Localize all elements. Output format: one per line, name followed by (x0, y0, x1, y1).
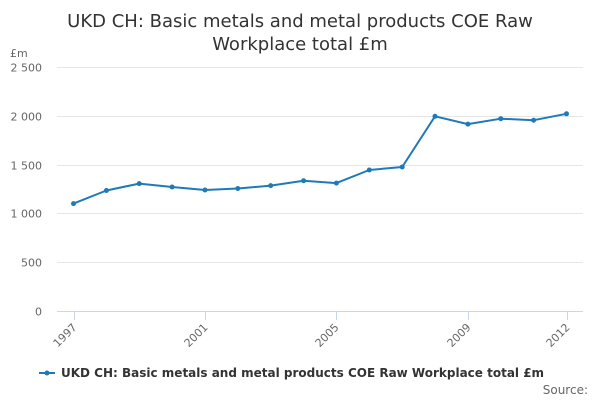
data-point[interactable] (465, 121, 471, 127)
data-point[interactable] (71, 201, 76, 207)
data-point[interactable] (432, 113, 438, 119)
data-point[interactable] (366, 167, 372, 173)
data-point[interactable] (103, 188, 109, 193)
x-tick-label: 2005 (313, 321, 342, 350)
y-axis-unit-label: £m (10, 47, 28, 60)
data-point[interactable] (169, 184, 175, 190)
y-tick-label: 500 (21, 257, 42, 270)
legend-series-label: UKD CH: Basic metals and metal products … (61, 366, 544, 380)
y-tick-label: 1 500 (11, 160, 43, 173)
series (71, 111, 569, 207)
data-point[interactable] (136, 181, 142, 187)
data-point[interactable] (301, 178, 307, 184)
x-axis-ticks: 1997 2001 2005 2009 2012 (51, 311, 573, 350)
legend-series-marker (44, 370, 50, 376)
x-tick-label: 2009 (445, 321, 474, 350)
data-point[interactable] (498, 116, 504, 122)
y-tick-label: 1 000 (11, 208, 43, 221)
chart-title-line-1: UKD CH: Basic metals and metal products … (67, 11, 533, 32)
series-line (72, 112, 568, 205)
x-tick-label: 1997 (51, 321, 80, 350)
y-tick-label: 0 (35, 306, 42, 319)
credits-text: Source: (543, 383, 588, 397)
data-point[interactable] (531, 117, 537, 123)
y-tick-label: 2 000 (11, 111, 43, 124)
y-tick-label: 2 500 (11, 62, 43, 75)
data-point[interactable] (235, 186, 241, 191)
chart-title-line-2: Workplace total £m (212, 34, 388, 55)
data-point[interactable] (268, 183, 274, 189)
y-axis-ticks: 0 500 1 000 1 500 2 000 2 500 (11, 62, 43, 319)
legend[interactable]: UKD CH: Basic metals and metal products … (39, 366, 544, 380)
x-tick-label: 2012 (544, 321, 573, 350)
grid (57, 67, 583, 263)
data-point[interactable] (399, 164, 405, 170)
x-tick-label: 2001 (182, 321, 211, 350)
data-point[interactable] (333, 180, 339, 186)
data-point[interactable] (564, 111, 569, 117)
data-point[interactable] (202, 187, 208, 193)
